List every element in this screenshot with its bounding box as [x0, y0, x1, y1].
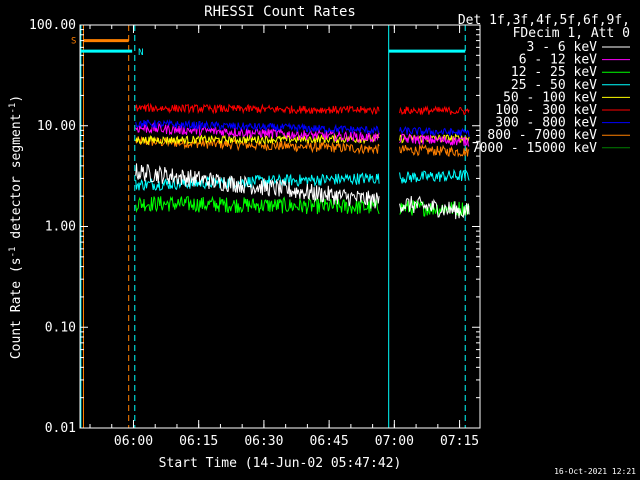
series-trace	[399, 195, 470, 220]
y-tick-label: 10.00	[37, 119, 76, 134]
legend-header-line1: Det 1f,3f,4f,5f,6f,9f,	[458, 13, 630, 28]
x-tick-label: 06:30	[244, 434, 283, 449]
series-trace	[135, 119, 380, 136]
y-axis-label: Count Rate (s-1 detector segment-1)	[8, 95, 24, 359]
x-tick-label: 06:00	[114, 434, 153, 449]
legend-label: 100 - 300 keV	[495, 103, 597, 118]
series-trace	[135, 133, 380, 146]
series-trace	[399, 143, 470, 158]
y-tick-label: 1.00	[45, 220, 76, 235]
series-trace	[399, 168, 470, 184]
legend-label: 300 - 800 keV	[495, 116, 597, 131]
x-tick-label: 07:15	[440, 434, 479, 449]
legend-label: 3 - 6 keV	[527, 40, 598, 55]
legend-label: 7000 - 15000 keV	[472, 141, 597, 156]
legend-label: 12 - 25 keV	[511, 65, 597, 80]
legend-label: 50 - 100 keV	[503, 90, 597, 105]
legend-label: 800 - 7000 keV	[487, 128, 597, 143]
legend-header-line2: FDecim 1, Att 0	[513, 26, 630, 41]
series-trace	[135, 172, 380, 192]
x-axis-label: Start Time (14-Jun-02 05:47:42)	[159, 456, 402, 471]
flag-label-s: S	[71, 37, 76, 47]
legend: Det 1f,3f,4f,5f,6f,9f, FDecim 1, Att 0 3…	[458, 13, 630, 156]
x-tick-label: 07:00	[375, 434, 414, 449]
series-trace	[399, 133, 470, 144]
x-tick-label: 06:15	[179, 434, 218, 449]
series-trace	[399, 133, 470, 147]
series-trace	[135, 163, 380, 209]
render-timestamp: 16-Oct-2021 12:21	[554, 467, 636, 476]
flag-label-n: N	[138, 48, 143, 58]
series-trace	[135, 102, 380, 116]
series-trace	[399, 126, 470, 137]
legend-label: 6 - 12 keV	[519, 53, 597, 68]
legend-label: 25 - 50 keV	[511, 78, 597, 93]
y-tick-label: 0.10	[45, 320, 76, 335]
chart-title: RHESSI Count Rates	[204, 4, 356, 20]
series-trace	[135, 122, 380, 143]
y-tick-label: 100.00	[29, 18, 76, 33]
series-trace	[399, 105, 470, 116]
axis-ticks: 0.01 0.10 1.00 10.00 100.00 06:00 06:15 06:30 06…	[29, 18, 480, 449]
series-trace	[135, 195, 380, 215]
y-tick-label: 0.01	[45, 421, 76, 436]
plot-layer: SN	[71, 25, 470, 428]
x-tick-label: 06:45	[310, 434, 349, 449]
